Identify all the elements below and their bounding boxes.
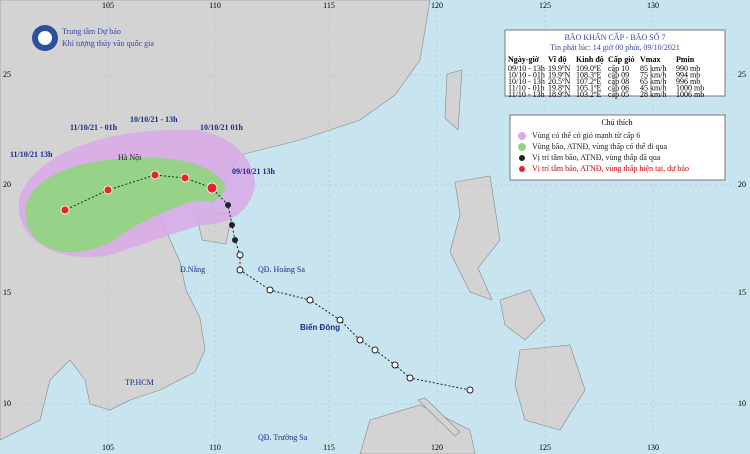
place-label: QĐ. Hoàng Sa — [258, 265, 305, 274]
legend-title: Chú thích — [601, 118, 632, 127]
lat-label: 15 — [738, 288, 746, 297]
lat-label: 15 — [3, 288, 11, 297]
place-label: Hà Nội — [118, 153, 142, 162]
table-cell: 103.2ºE — [576, 90, 601, 99]
legend-item: Vùng bão, ATNĐ, vùng thấp có thể đi qua — [532, 142, 668, 151]
track-label: 10/10/21 - 13h — [130, 115, 178, 124]
lon-label: 115 — [323, 443, 335, 452]
forecast-track — [64, 174, 213, 211]
legend-box — [509, 114, 726, 181]
lat-label: 25 — [3, 70, 11, 79]
table-header: Pmin — [676, 55, 695, 64]
table-cell: 75 km/h — [640, 70, 666, 79]
lon-label: 125 — [539, 1, 551, 10]
table-header: Vĩ độ — [548, 55, 566, 64]
forecast-positions — [60, 170, 218, 215]
table-cell: 10/10 - 01h — [508, 70, 545, 79]
table-cell: 45 km/h — [640, 83, 666, 92]
agency-sub: Khí tượng thủy văn quốc gia — [62, 39, 154, 48]
table-cell: 990 mb — [676, 64, 700, 73]
table-cell: 109.0ºE — [576, 64, 601, 73]
legend-swatch — [519, 155, 525, 161]
table-cell: 20.5ºN — [548, 77, 570, 86]
past-track — [211, 187, 471, 391]
table-cell: 18.9ºN — [548, 90, 570, 99]
place-label: QĐ. Trường Sa — [258, 433, 308, 442]
track-label: 10/10/21 01h — [200, 123, 243, 132]
logo — [32, 25, 58, 51]
table-cell: 28 km/h — [640, 90, 666, 99]
place-label: TP.HCM — [125, 378, 154, 387]
table-cell: 108.3ºE — [576, 70, 601, 79]
agency: Trung tâm Dự báo — [62, 27, 121, 36]
lat-label: 20 — [3, 180, 11, 189]
bulletin-title: BÃO KHẨN CẤP - BÃO SỐ 7 — [564, 32, 665, 42]
lon-label: 120 — [431, 1, 443, 10]
legend-swatch — [519, 166, 525, 172]
legend-item: Vùng có thể có gió mạnh từ cấp 6 — [532, 131, 640, 140]
lat-label: 20 — [738, 180, 746, 189]
lat-label: 10 — [738, 399, 746, 408]
track-label: 11/10/21 13h — [10, 150, 53, 159]
legend-item: Vị trí tâm bão, ATNĐ, vùng thấp hiện tại… — [532, 164, 689, 173]
table-cell: 09/10 - 13h — [508, 64, 545, 73]
lon-label: 120 — [431, 443, 443, 452]
table-cell: 105.1ºE — [576, 83, 601, 92]
table-cell: cấp 09 — [608, 70, 629, 79]
legend-swatch — [518, 143, 526, 151]
table-cell: 994 mb — [676, 70, 700, 79]
table-cell: 10/10 - 13h — [508, 77, 545, 86]
table-cell: cấp 05 — [608, 90, 629, 99]
table-cell: 1006 mb — [676, 90, 704, 99]
lat-label: 10 — [3, 399, 11, 408]
table-cell: 11/10 - 01h — [508, 83, 545, 92]
legend-item: Vị trí tâm bão, ATNĐ, vùng thấp đã qua — [532, 153, 661, 162]
bulletin-issued: Tin phát lúc: 14 giờ 00 phút, 09/10/2021 — [550, 43, 680, 52]
lon-label: 110 — [209, 1, 221, 10]
land — [0, 0, 586, 454]
table-header: Cấp gió — [608, 55, 634, 64]
table-cell: 19.9ºN — [548, 70, 570, 79]
legend-swatch — [518, 132, 526, 140]
table-cell: 85 km/h — [640, 64, 666, 73]
table-cell: 1000 mb — [676, 83, 704, 92]
lon-label: 105 — [102, 1, 114, 10]
table-header: Vmax — [640, 55, 660, 64]
table-cell: 19.9ºN — [548, 64, 570, 73]
table-header: Ngày-giờ — [508, 55, 540, 64]
track-label: 11/10/21 - 01h — [70, 123, 118, 132]
lon-label: 115 — [323, 1, 335, 10]
lon-label: 105 — [102, 443, 114, 452]
lon-label: 110 — [209, 443, 221, 452]
table-cell: 107.2ºE — [576, 77, 601, 86]
table-cell: 65 km/h — [640, 77, 666, 86]
lon-label: 125 — [539, 443, 551, 452]
place-label: Đ.Nẵng — [180, 265, 205, 274]
past-positions — [225, 202, 474, 394]
table-cell: cấp 06 — [608, 83, 629, 92]
lon-label: 130 — [647, 443, 659, 452]
table-cell: cấp 10 — [608, 64, 629, 73]
lon-label: 130 — [647, 1, 659, 10]
table-cell: cấp 08 — [608, 77, 629, 86]
place-label: Biển Đông — [300, 323, 340, 332]
table-cell: 19.8ºN — [548, 83, 570, 92]
lat-label: 25 — [738, 70, 746, 79]
table-cell: 996 mb — [676, 77, 700, 86]
table-header: Kinh độ — [576, 55, 604, 64]
storm-zone — [25, 157, 225, 253]
bulletin-box — [504, 29, 726, 97]
track-label: 09/10/21 13h — [232, 167, 275, 176]
table-cell: 11/10 - 13h — [508, 90, 545, 99]
